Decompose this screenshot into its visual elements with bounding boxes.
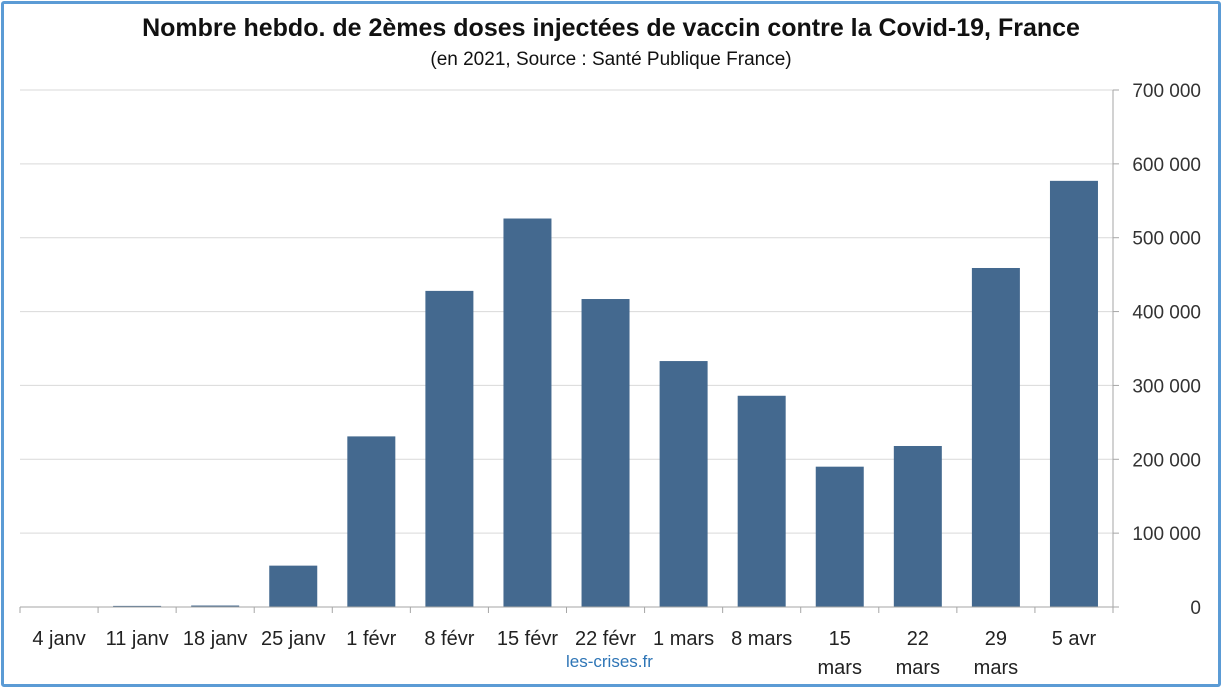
x-tick-label: 4 janv (32, 628, 85, 650)
bar (113, 605, 162, 607)
x-tick-label: 1 févr (346, 628, 396, 650)
bar (425, 290, 474, 607)
y-tick-label: 400 000 (1132, 303, 1201, 324)
bar (737, 395, 786, 607)
bar (1049, 180, 1098, 607)
x-tick-label: 25 janv (261, 628, 326, 650)
x-tick-label: 11 janv (106, 628, 169, 650)
watermark-text: les-crises.fr (566, 652, 653, 671)
x-tick-label: 5 avr (1052, 628, 1097, 650)
x-tick-label: 1 mars (653, 628, 714, 650)
x-tick-label: 22 févr (575, 628, 636, 650)
y-tick-label: 500 000 (1132, 229, 1201, 250)
y-tick-label: 100 000 (1132, 524, 1201, 545)
chart-title: Nombre hebdo. de 2èmes doses injectées d… (142, 14, 1080, 42)
y-tick-label: 700 000 (1132, 81, 1201, 102)
y-tick-label: 200 000 (1132, 450, 1201, 471)
bar (893, 445, 942, 607)
y-tick-label: 0 (1190, 598, 1201, 619)
bar (659, 361, 708, 607)
chart-subtitle: (en 2021, Source : Santé Publique France… (430, 49, 792, 70)
bar (581, 299, 630, 607)
bar (815, 466, 864, 607)
x-tick-label: 8 févr (424, 628, 474, 650)
bar (269, 565, 318, 607)
bar (191, 605, 240, 607)
bar (971, 267, 1020, 607)
bar (347, 436, 396, 607)
y-tick-label: 600 000 (1132, 155, 1201, 176)
y-tick-label: 300 000 (1132, 376, 1201, 397)
x-tick-label: 22 mars (896, 628, 940, 679)
bar (503, 218, 552, 608)
x-tick-label: 15 févr (497, 628, 558, 650)
x-tick-label: 18 janv (183, 628, 248, 650)
x-tick-label: 29 mars (974, 628, 1018, 679)
x-tick-label: 8 mars (731, 628, 792, 650)
x-tick-label: 15 mars (818, 628, 862, 679)
